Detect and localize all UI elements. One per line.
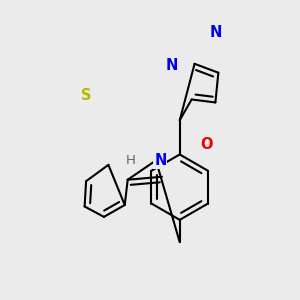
Text: N: N [166, 58, 178, 73]
Text: S: S [81, 88, 91, 103]
Text: N: N [154, 153, 167, 168]
Text: N: N [209, 25, 222, 40]
Text: O: O [200, 136, 213, 152]
Text: H: H [126, 154, 136, 167]
